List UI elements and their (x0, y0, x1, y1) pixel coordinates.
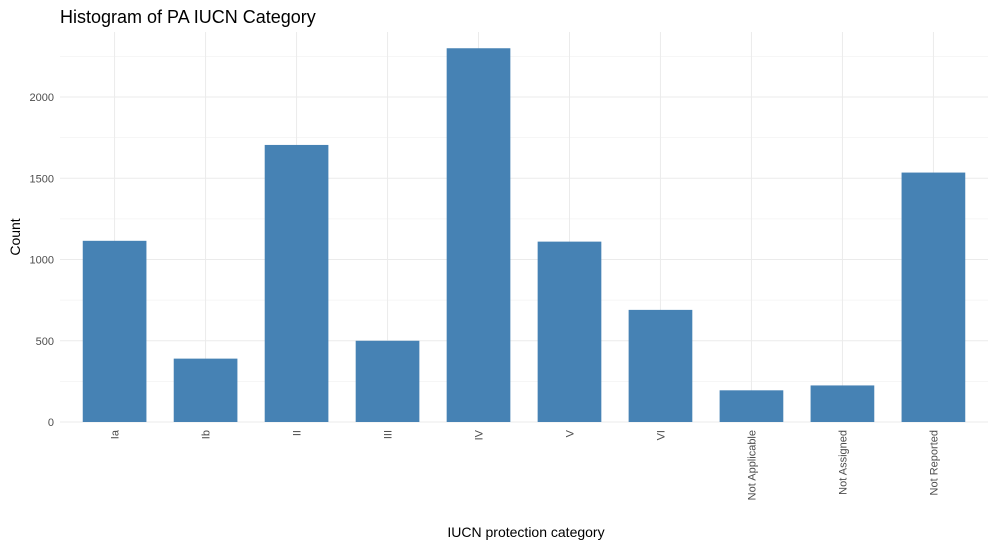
x-tick-layer: Ia Ib II III IV V VI Not Applicable Not Assigned… (110, 429, 941, 500)
y-tick-label: 0 (48, 417, 54, 429)
bar (355, 340, 420, 422)
y-tick-label: 1500 (30, 173, 54, 185)
x-tick-label: Ia (110, 429, 122, 439)
x-tick-label: Ib (201, 430, 213, 439)
y-tick-label: 2000 (30, 92, 54, 104)
x-tick-label: III (383, 430, 395, 439)
x-tick-label: II (292, 430, 304, 436)
chart-title: Histogram of PA IUCN Category (60, 7, 316, 27)
y-tick-label: 500 (36, 336, 54, 348)
bar (173, 358, 238, 422)
bar (537, 241, 602, 422)
y-axis-title: Count (7, 218, 23, 255)
y-tick-layer: 0 500 1000 1500 2000 (30, 92, 54, 429)
x-tick-label: IV (474, 429, 486, 440)
bar (628, 309, 693, 422)
bar (264, 144, 329, 422)
bar-layer (82, 48, 966, 422)
x-tick-label: Not Reported (928, 430, 940, 495)
bar (446, 48, 511, 422)
bar (719, 390, 784, 422)
bar (82, 240, 147, 422)
bar (810, 385, 875, 422)
bar (901, 172, 966, 422)
y-tick-label: 1000 (30, 255, 54, 267)
x-tick-label: Not Applicable (746, 430, 758, 500)
x-tick-label: V (564, 429, 576, 437)
x-axis-title: IUCN protection category (447, 524, 604, 540)
x-tick-label: VI (655, 430, 667, 440)
x-tick-label: Not Assigned (837, 430, 849, 495)
